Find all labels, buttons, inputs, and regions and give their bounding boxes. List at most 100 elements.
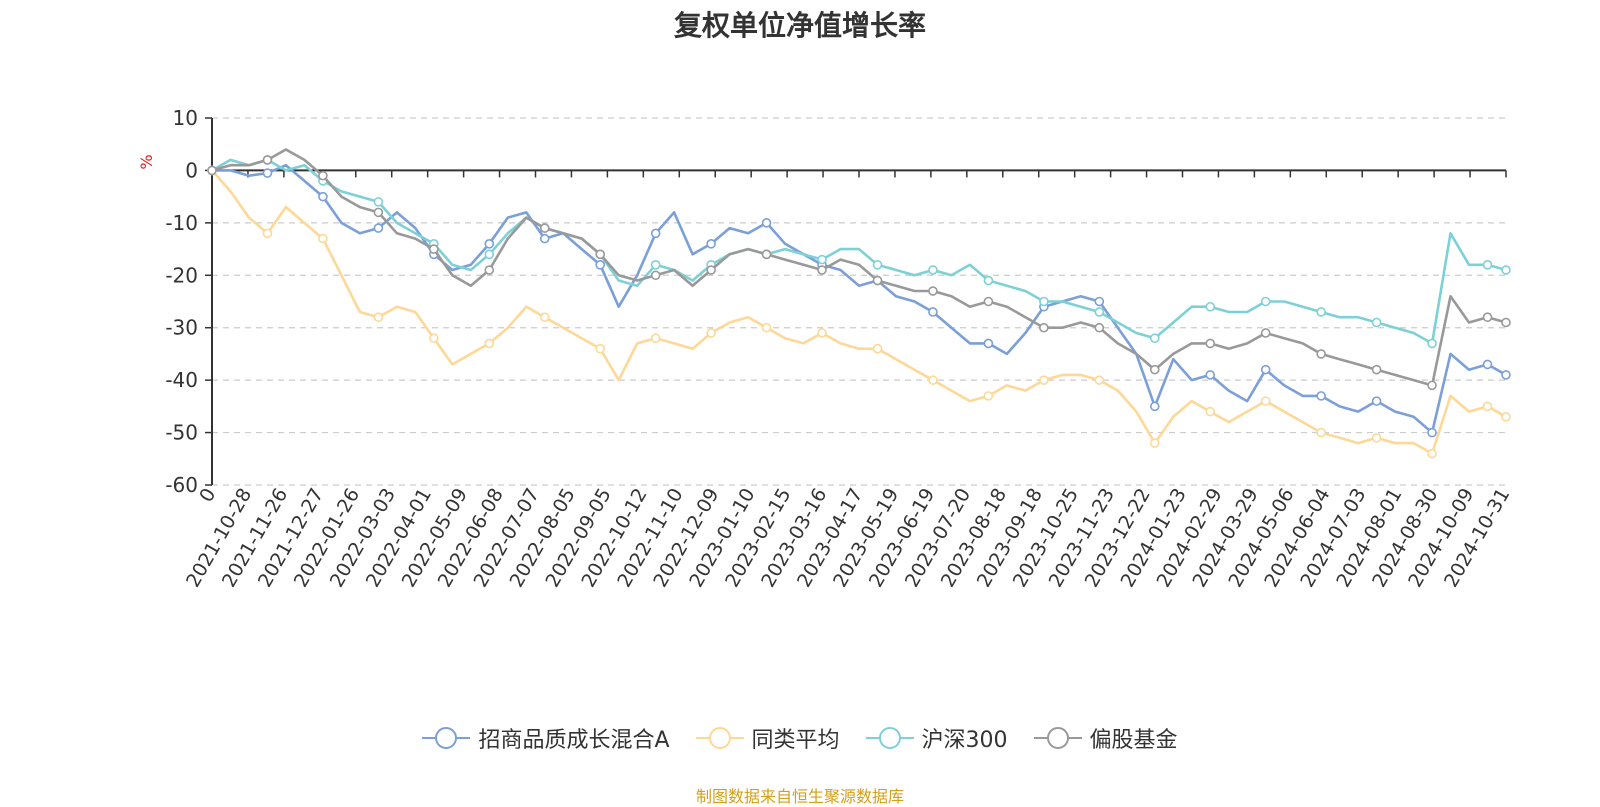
data-point-series-3[interactable] (484, 249, 495, 260)
data-point-series-1[interactable] (373, 223, 384, 233)
data-point-series-2[interactable] (373, 312, 384, 323)
data-point-series-4[interactable] (761, 249, 772, 260)
data-point-series-4[interactable] (539, 223, 550, 233)
data-point-series-3[interactable] (1501, 265, 1511, 275)
data-point-series-2[interactable] (484, 338, 495, 349)
data-point-series-4[interactable] (650, 270, 661, 281)
data-point-series-2[interactable] (539, 312, 550, 323)
series-line-4[interactable] (211, 148, 1507, 387)
data-point-series-2[interactable] (650, 333, 661, 344)
data-point-series-4[interactable] (1501, 317, 1511, 328)
data-point-series-3[interactable] (1316, 307, 1326, 317)
data-point-series-4[interactable] (706, 265, 716, 275)
data-point-series-2[interactable] (1094, 375, 1105, 385)
data-point-series-3[interactable] (817, 254, 827, 265)
data-point-series-2[interactable] (595, 343, 606, 354)
data-point-series-3[interactable] (1482, 259, 1493, 270)
data-point-series-4[interactable] (595, 249, 606, 260)
data-point-series-4[interactable] (928, 286, 938, 296)
y-axis-unit-label: % (137, 154, 156, 169)
legend-label-series-4: 偏股基金 (1089, 728, 1178, 753)
legend-marker-series-3 (865, 727, 914, 749)
data-point-series-1[interactable] (1094, 296, 1105, 307)
data-point-series-3[interactable] (1427, 338, 1437, 349)
legend-item-series-3[interactable]: 沪深300 (865, 722, 1008, 754)
data-point-series-2[interactable] (761, 322, 772, 333)
data-point-series-1[interactable] (761, 218, 772, 228)
data-point-series-1[interactable] (1205, 370, 1216, 380)
data-point-series-1[interactable] (484, 239, 495, 249)
legend-item-series-1[interactable]: 招商品质成长混合A (422, 722, 670, 754)
data-point-series-2[interactable] (1205, 406, 1216, 417)
data-point-series-1[interactable] (1482, 359, 1493, 370)
data-point-series-3[interactable] (983, 275, 994, 286)
data-point-series-1[interactable] (1316, 391, 1326, 401)
data-point-series-1[interactable] (1371, 396, 1382, 406)
data-point-series-2[interactable] (983, 391, 994, 401)
data-point-series-3[interactable] (872, 259, 883, 270)
series-line-3[interactable] (211, 158, 1507, 345)
data-point-series-4[interactable] (373, 207, 384, 218)
data-point-series-1[interactable] (650, 228, 661, 239)
data-point-series-4[interactable] (1205, 338, 1216, 349)
data-point-series-4[interactable] (1427, 380, 1437, 391)
data-point-series-1[interactable] (983, 338, 994, 349)
data-point-series-1[interactable] (318, 191, 328, 202)
data-point-series-3[interactable] (1094, 307, 1105, 317)
data-point-series-4[interactable] (1482, 312, 1493, 323)
data-point-series-4[interactable] (1149, 364, 1160, 375)
data-point-series-4[interactable] (872, 275, 883, 286)
data-point-series-2[interactable] (318, 233, 328, 244)
series-line-1[interactable] (212, 163, 1507, 434)
data-point-series-1[interactable] (262, 168, 273, 178)
data-point-series-2[interactable] (1149, 438, 1160, 448)
data-point-series-1[interactable] (928, 307, 938, 317)
data-point-series-4[interactable] (1094, 322, 1105, 333)
legend-label-series-2: 同类平均 (751, 728, 840, 753)
data-point-series-3[interactable] (1260, 296, 1271, 307)
data-point-series-3[interactable] (928, 265, 938, 275)
data-point-series-4[interactable] (207, 165, 217, 176)
data-point-series-3[interactable] (1039, 296, 1049, 307)
data-point-series-2[interactable] (1482, 401, 1493, 412)
data-point-series-3[interactable] (373, 197, 384, 207)
data-point-series-1[interactable] (595, 259, 606, 270)
data-point-series-4[interactable] (1316, 349, 1326, 359)
data-point-series-1[interactable] (1501, 370, 1511, 380)
data-point-series-2[interactable] (1260, 396, 1271, 406)
data-point-series-2[interactable] (872, 343, 883, 354)
data-point-series-2[interactable] (1316, 427, 1326, 438)
data-point-series-1[interactable] (1427, 427, 1437, 438)
data-point-series-4[interactable] (983, 296, 994, 307)
data-point-series-2[interactable] (1371, 433, 1382, 443)
data-point-series-3[interactable] (1149, 333, 1160, 344)
data-point-series-2[interactable] (1501, 412, 1511, 422)
legend-item-series-2[interactable]: 同类平均 (695, 722, 840, 754)
data-point-series-1[interactable] (1260, 364, 1271, 375)
series-line-2[interactable] (211, 169, 1507, 455)
data-point-series-2[interactable] (706, 328, 716, 338)
data-point-series-4[interactable] (429, 244, 439, 254)
data-point-series-2[interactable] (262, 228, 273, 239)
data-point-series-1[interactable] (539, 233, 550, 244)
data-point-series-3[interactable] (650, 259, 661, 270)
data-point-series-4[interactable] (1260, 328, 1271, 338)
data-point-series-1[interactable] (1149, 401, 1160, 412)
data-point-series-2[interactable] (1039, 375, 1049, 385)
data-point-series-2[interactable] (817, 328, 827, 338)
data-point-series-1[interactable] (706, 239, 716, 249)
data-point-series-4[interactable] (817, 265, 827, 275)
data-point-series-4[interactable] (318, 170, 328, 181)
data-point-series-2[interactable] (928, 375, 938, 385)
grid-layer (212, 117, 1506, 486)
legend-item-series-4[interactable]: 偏股基金 (1033, 722, 1178, 754)
data-point-series-2[interactable] (1427, 448, 1437, 459)
data-point-series-4[interactable] (484, 265, 495, 275)
data-point-series-4[interactable] (1371, 364, 1382, 375)
data-point-series-4[interactable] (1039, 322, 1049, 333)
data-point-series-2[interactable] (429, 333, 439, 344)
data-point-series-3[interactable] (1371, 317, 1382, 328)
data-point-series-3[interactable] (1205, 301, 1216, 312)
data-point-series-4[interactable] (262, 155, 273, 165)
